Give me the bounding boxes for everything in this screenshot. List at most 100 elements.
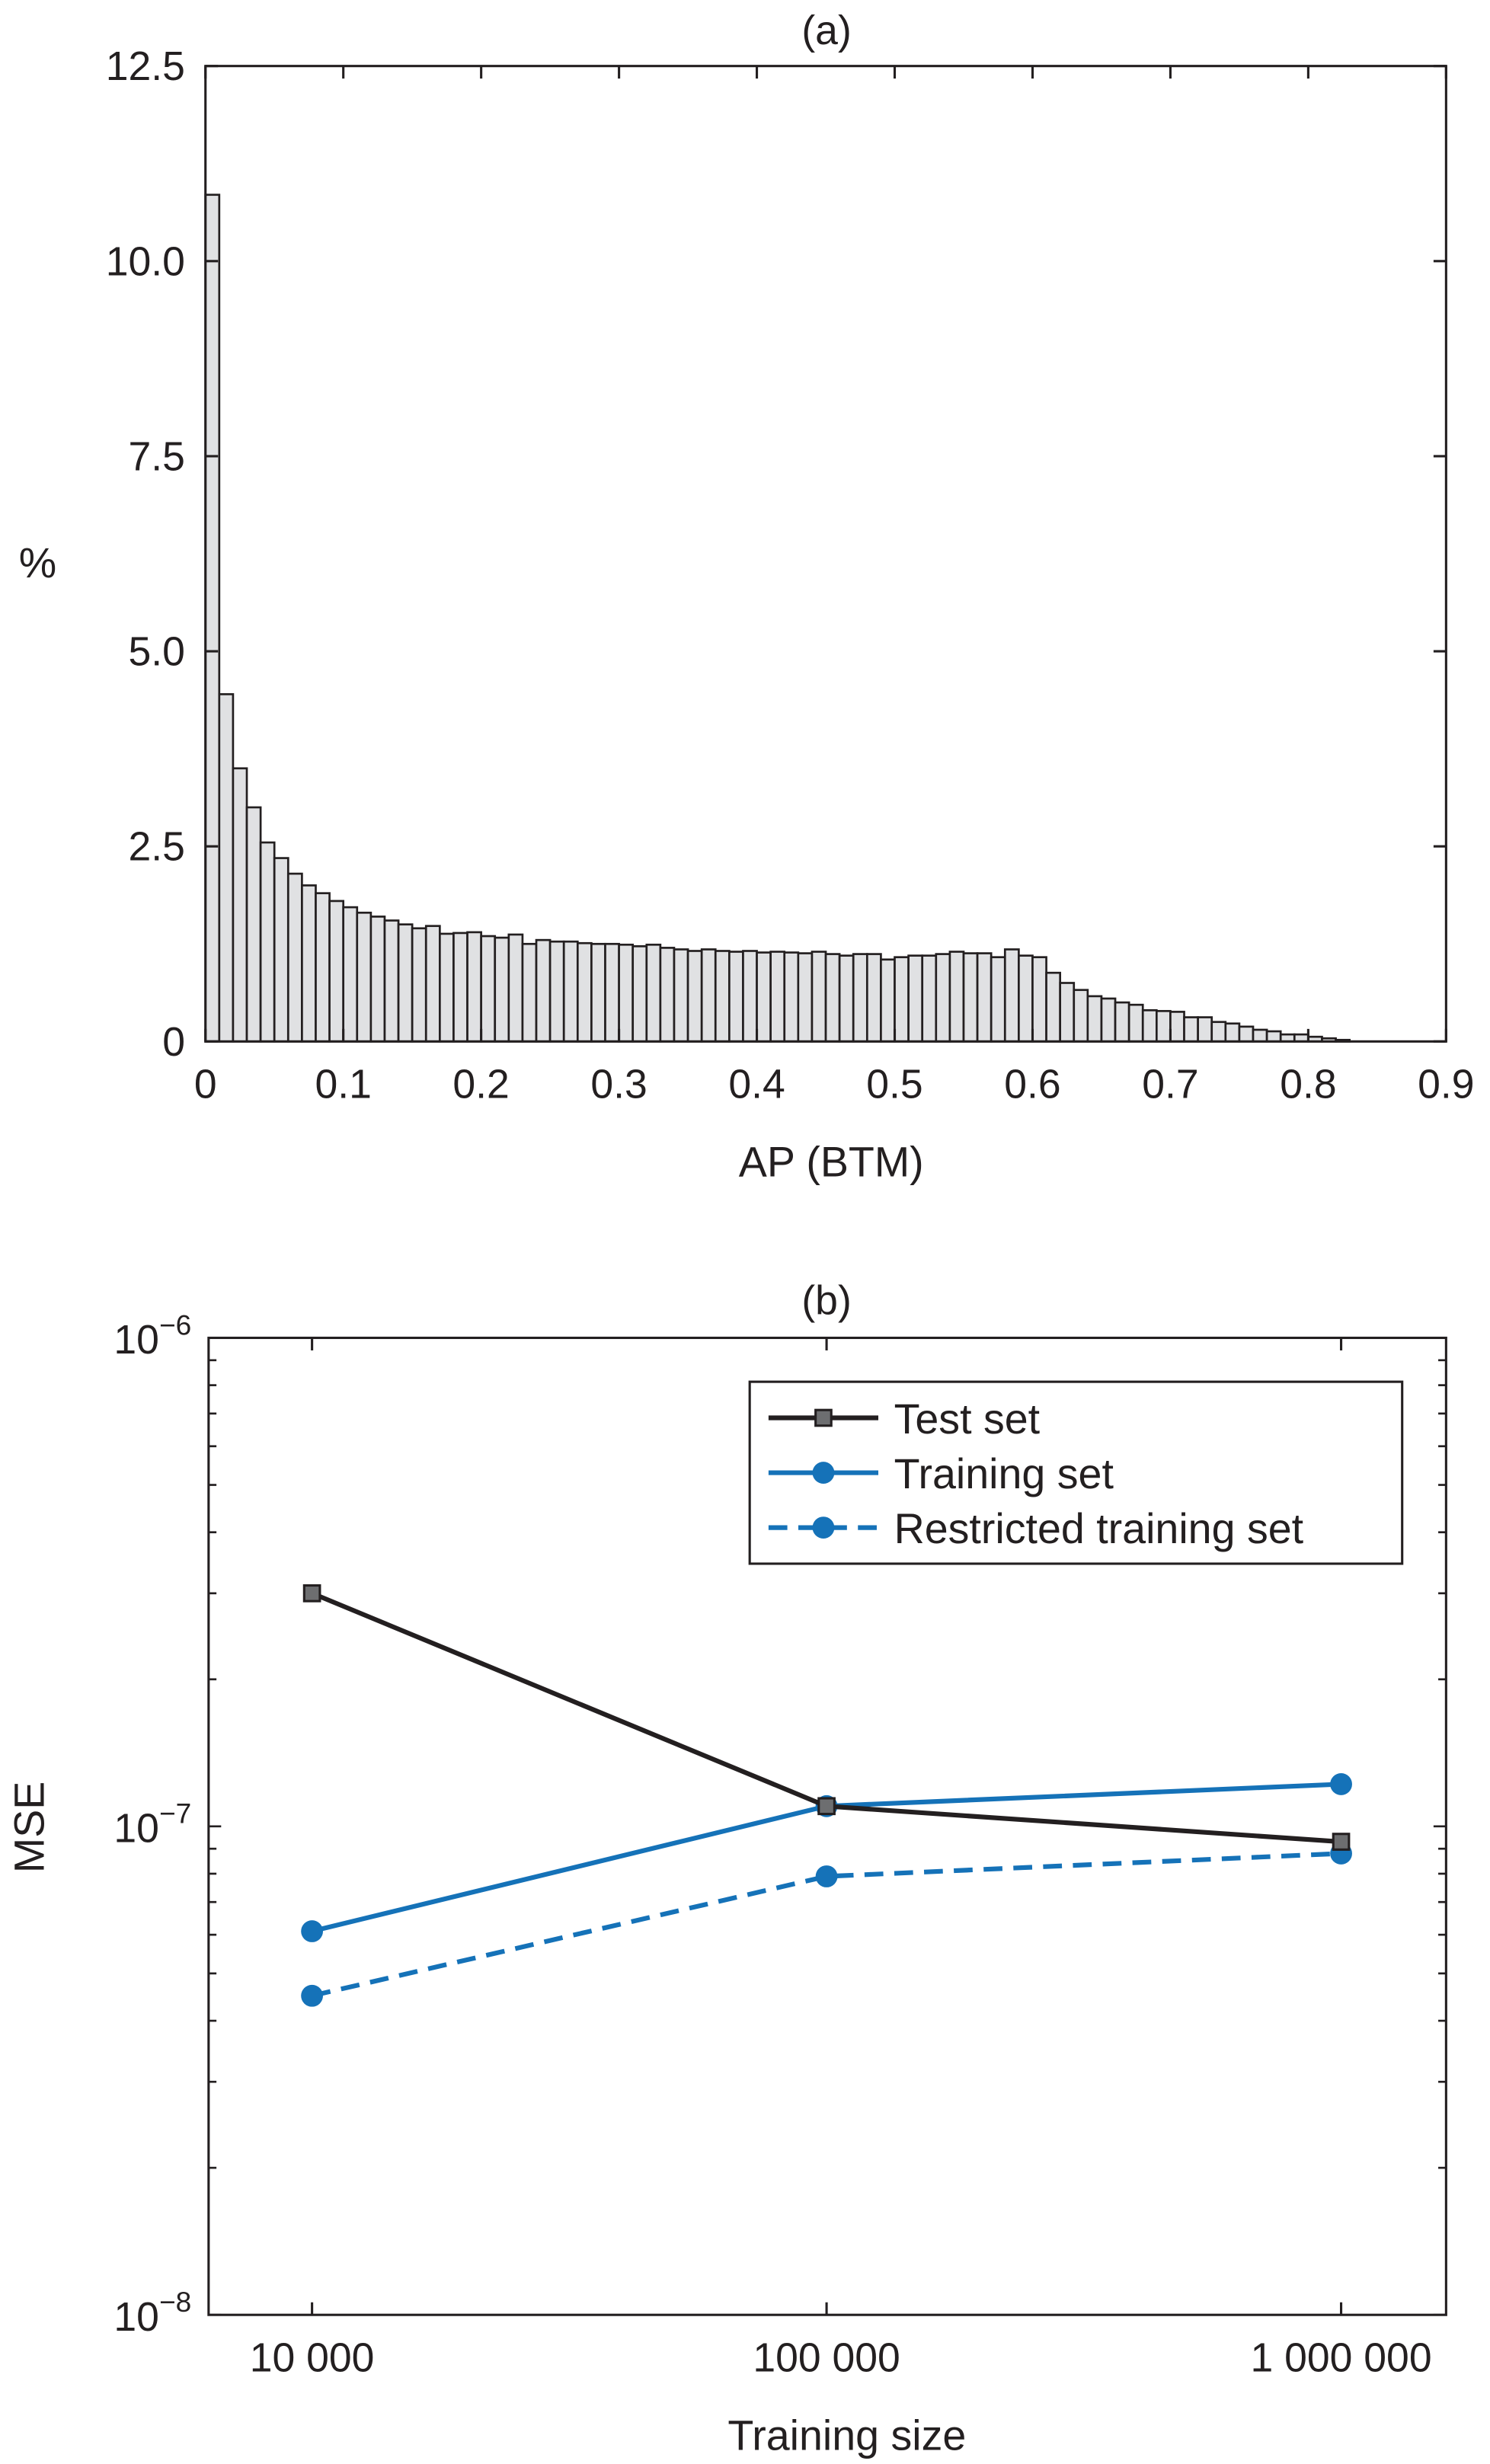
plot-b-ticks: 10 000 100 000 1 000 000 10−8 10−7 10−6: [114, 1309, 1447, 2380]
histogram-bar: [1155, 1010, 1172, 1043]
x-tick-label: 0.6: [1004, 1062, 1060, 1107]
histogram-bar: [894, 956, 910, 1043]
series-restricted-training-set: [301, 1842, 1352, 2007]
circle-marker: [812, 1516, 835, 1539]
histogram-bar: [742, 950, 758, 1043]
legend-label: Restricted training set: [894, 1505, 1304, 1552]
y-axis-label-b: MSE: [6, 1782, 53, 1873]
x-tick-label: 0.5: [866, 1062, 922, 1107]
histogram-bar: [935, 953, 951, 1043]
chart-b-title: (b): [801, 1279, 851, 1324]
histogram-bar: [245, 806, 262, 1043]
chart-a-title: (a): [801, 8, 851, 53]
histogram-bar: [424, 925, 441, 1043]
histogram-bar: [1141, 1009, 1158, 1043]
legend-item: Training set: [768, 1450, 1114, 1497]
histogram-bar: [1114, 1001, 1130, 1043]
histogram-bar: [714, 950, 731, 1043]
histogram-bar: [576, 941, 593, 1043]
histogram-bar: [480, 935, 497, 1043]
plot-b-series: [301, 1584, 1352, 2007]
histogram-bar: [1045, 971, 1062, 1043]
histogram-bar: [1183, 1016, 1199, 1043]
histogram-bar: [590, 942, 606, 1043]
histogram-bar: [1003, 948, 1020, 1043]
histogram-bar: [976, 952, 993, 1043]
circle-marker: [815, 1865, 838, 1887]
mse-line-chart: (b) 10 000 100 000 1 000 000 10−8 10−7 10−6 T…: [6, 1279, 1447, 2459]
histogram-bar: [204, 193, 221, 1043]
histogram-bar: [756, 951, 772, 1043]
histogram-bar: [838, 954, 855, 1043]
histogram-bar: [369, 916, 386, 1043]
series-line: [311, 1851, 1341, 1999]
x-axis-label-a: AP (BTM): [739, 1138, 924, 1185]
histogram-bar: [259, 841, 276, 1043]
plot-a-ticks: 0 0.1 0.2 0.3 0.4 0.5 0.6 0.7 0.8 0.9 0 2.5 5.0 7.5 10…: [106, 44, 1475, 1107]
x-tick-label: 0.4: [728, 1062, 785, 1107]
x-tick-label: 0.3: [590, 1062, 647, 1107]
histogram-bar: [1238, 1025, 1255, 1043]
histogram-bar: [1169, 1011, 1185, 1043]
histogram-bar: [315, 892, 331, 1043]
histogram-bar: [921, 954, 938, 1043]
histogram-bar: [728, 951, 744, 1043]
histogram-bar: [824, 953, 841, 1043]
square-marker: [814, 1408, 833, 1427]
histogram-bar: [852, 953, 868, 1043]
histogram-bar: [439, 932, 455, 1043]
histogram-bar: [797, 952, 814, 1043]
circle-marker: [812, 1462, 835, 1484]
histogram-bar: [397, 923, 414, 1043]
histogram-bar: [1086, 995, 1103, 1043]
histogram-bar: [521, 942, 538, 1043]
histogram-bar: [769, 951, 786, 1043]
legend-label: Test set: [894, 1395, 1041, 1443]
histogram-bar: [535, 938, 552, 1043]
x-tick-label: 0.8: [1280, 1062, 1336, 1107]
histogram-bar: [907, 954, 924, 1043]
y-tick-label: 5.0: [129, 630, 185, 675]
x-tick-label: 0.1: [315, 1062, 371, 1107]
histogram-bar: [865, 953, 882, 1043]
legend-item: Restricted training set: [768, 1505, 1304, 1552]
series-test-set: [302, 1584, 1351, 1851]
histogram-bar: [507, 933, 524, 1043]
histogram-bar: [466, 931, 482, 1043]
legend-item: Test set: [768, 1395, 1041, 1443]
histogram-bar: [411, 927, 427, 1043]
histogram-bar: [618, 943, 635, 1043]
x-axis-label-b: Training size: [727, 2411, 966, 2459]
histogram-bar: [673, 948, 689, 1043]
histogram-bar: [1018, 954, 1034, 1043]
histogram-bar: [1073, 989, 1089, 1043]
x-tick-label: 0.9: [1418, 1062, 1474, 1107]
histogram-bar: [700, 948, 717, 1043]
histogram-bar: [1031, 956, 1047, 1043]
histogram-bar: [383, 919, 400, 1043]
y-axis-label-a: %: [19, 539, 56, 586]
histogram-bar: [562, 940, 579, 1043]
circle-marker: [301, 1984, 324, 2007]
histogram-bar: [645, 943, 662, 1043]
legend-label: Training set: [894, 1450, 1114, 1497]
histogram-bar: [686, 950, 703, 1043]
histogram-bar: [659, 947, 676, 1043]
histogram-bar: [631, 945, 648, 1043]
square-marker: [1332, 1833, 1351, 1851]
circle-marker: [1330, 1773, 1352, 1795]
histogram-bar: [948, 951, 965, 1043]
y-tick-label: 12.5: [106, 44, 185, 89]
histogram-bar: [604, 942, 620, 1043]
histogram-bar: [342, 906, 359, 1043]
histogram-bar: [1100, 997, 1117, 1043]
y-tick-label: 10−8: [114, 2286, 191, 2340]
histogram-bar: [962, 952, 979, 1043]
square-marker: [817, 1797, 836, 1816]
y-tick-label: 10.0: [106, 239, 185, 284]
histogram-bar: [1265, 1030, 1282, 1043]
histogram-bar: [494, 936, 510, 1043]
histogram-bar: [1252, 1028, 1268, 1043]
histogram-bar: [1197, 1016, 1213, 1043]
